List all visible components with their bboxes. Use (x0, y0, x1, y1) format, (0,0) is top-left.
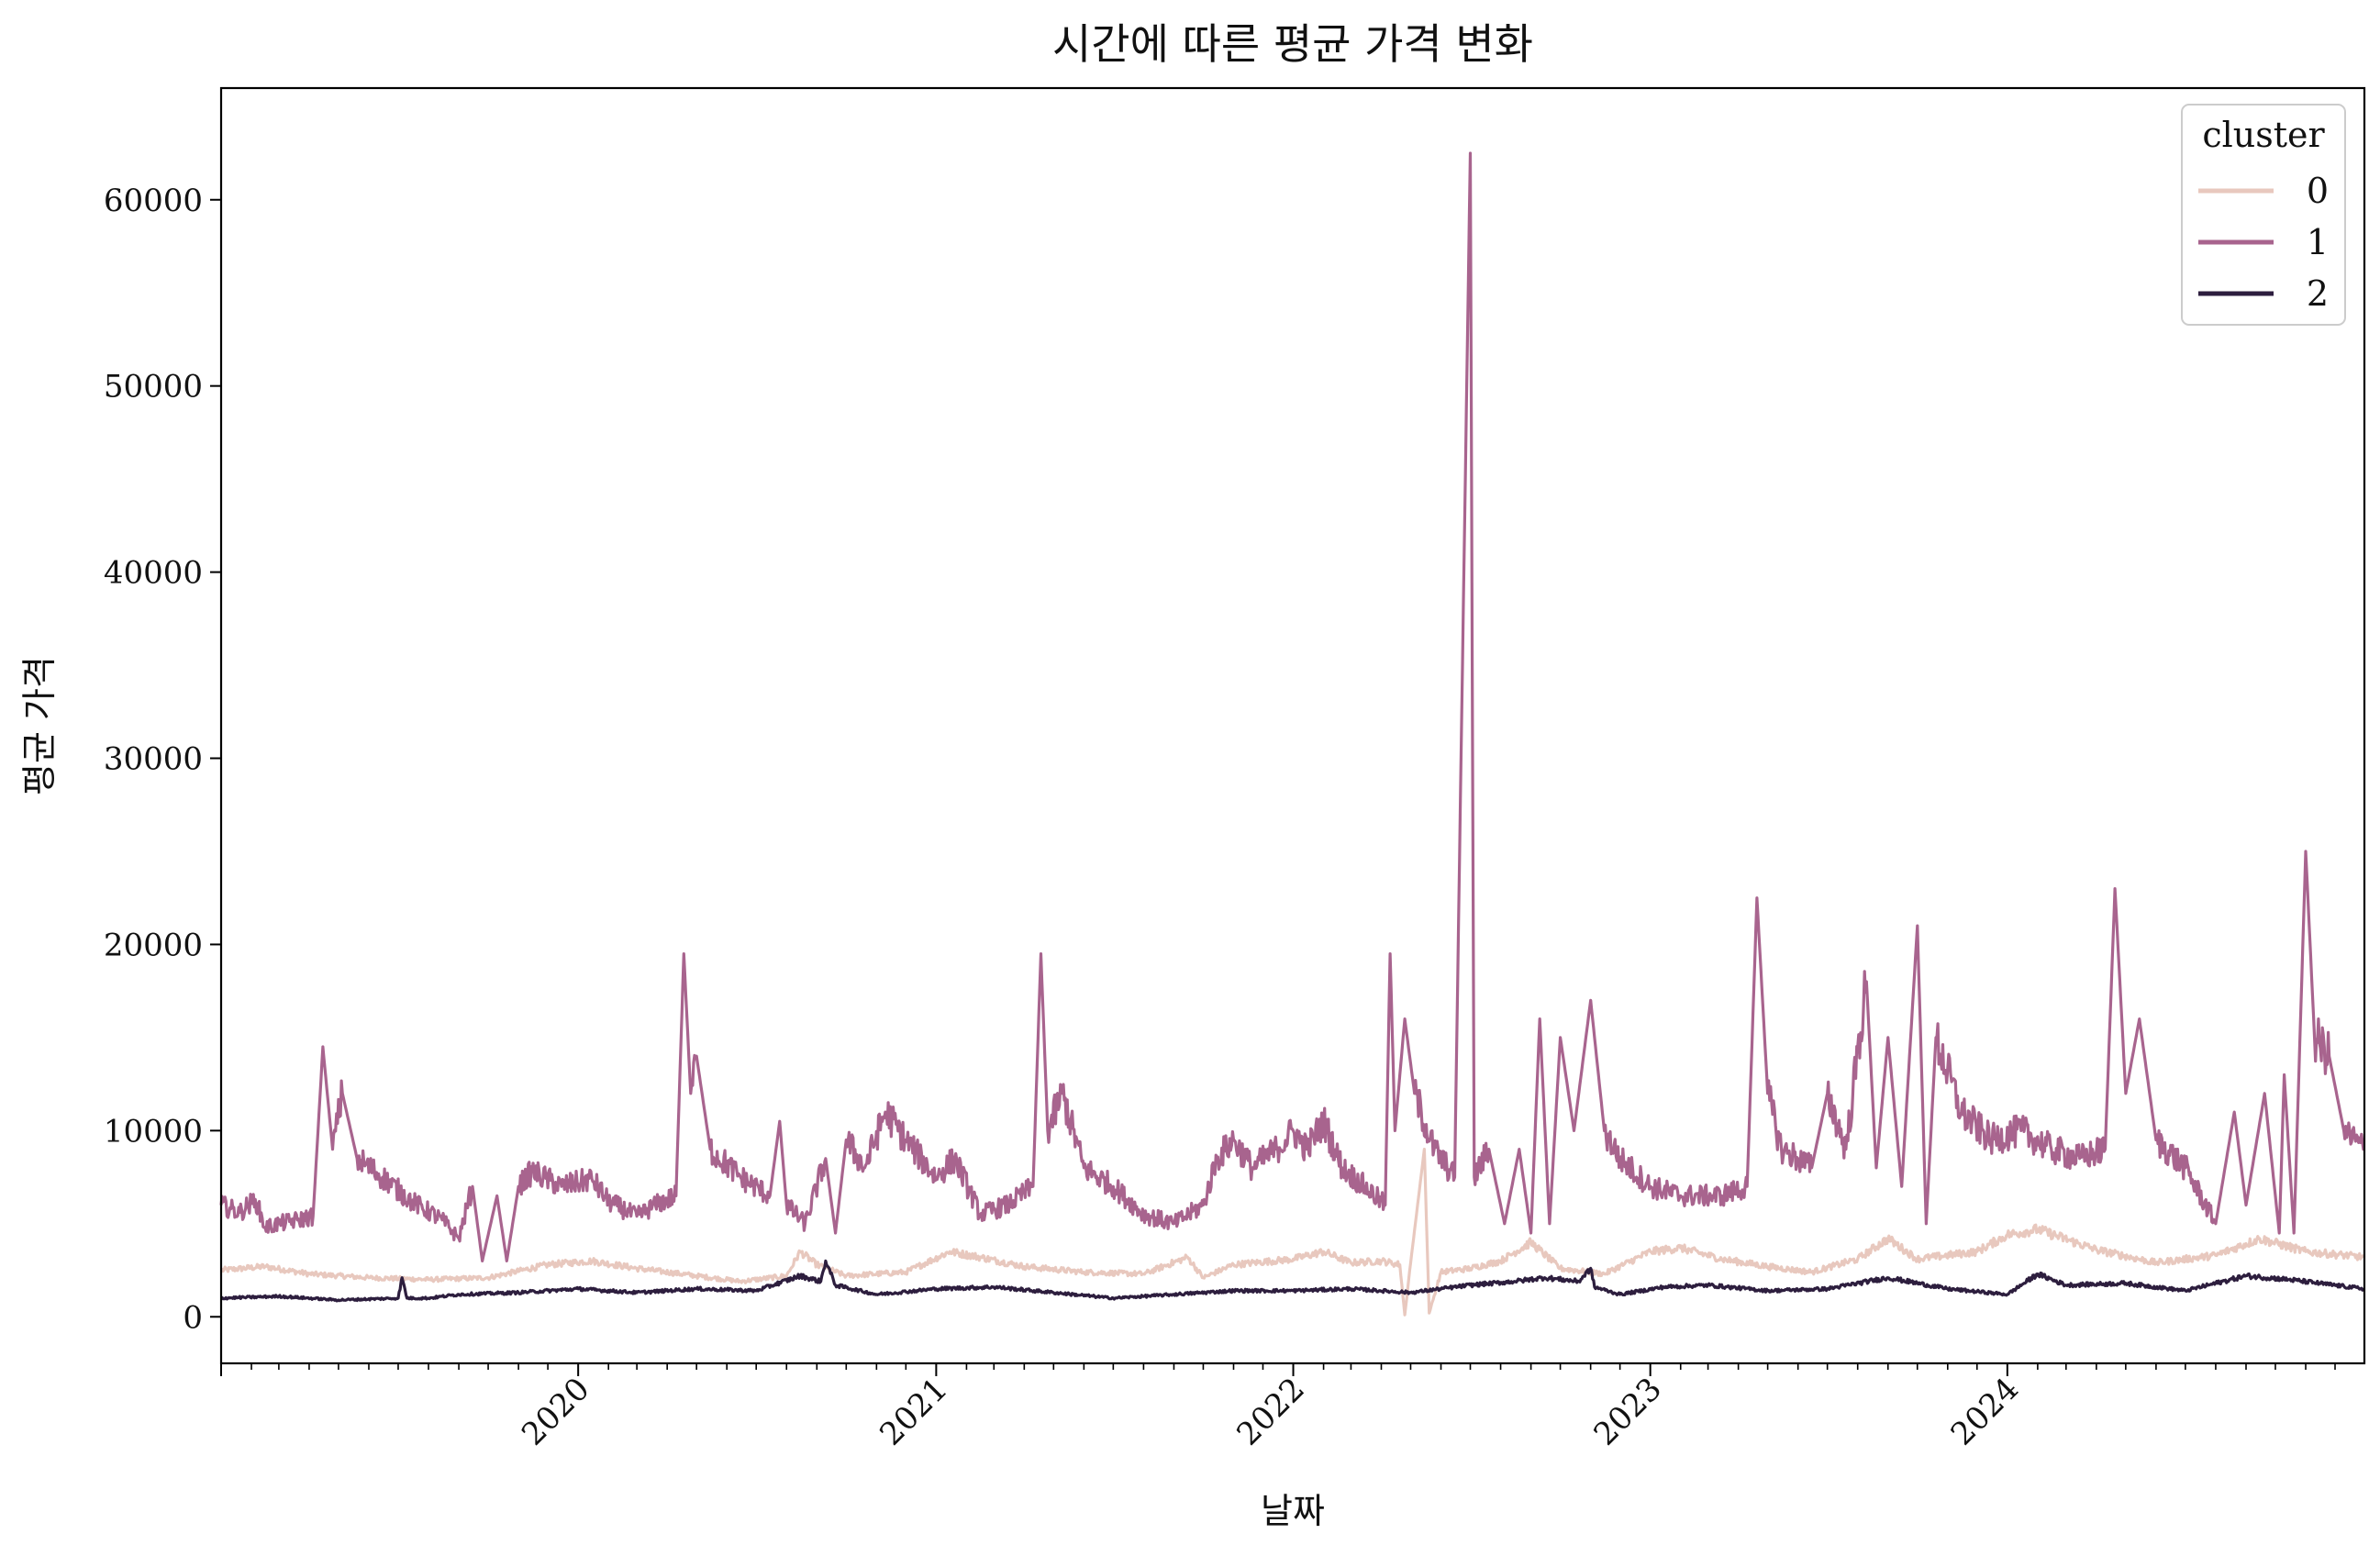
legend-label-1: 1 (2307, 222, 2329, 262)
series-line-2 (220, 1259, 2365, 1303)
legend-label-2: 2 (2307, 273, 2329, 314)
y-axis-label: 평균 가격 (19, 656, 60, 795)
plot-marks (219, 151, 2366, 1317)
series-line-1 (219, 151, 2365, 1262)
y-tick-label: 10000 (104, 1113, 203, 1150)
legend-title: cluster (2202, 115, 2325, 155)
plot-frame (219, 86, 2366, 1365)
y-tick-label: 40000 (104, 555, 203, 592)
legend-box (2181, 104, 2346, 326)
legend: cluster 0 1 2 (2181, 104, 2346, 326)
y-tick-label: 30000 (104, 741, 203, 778)
y-tick-label: 50000 (104, 369, 203, 406)
y-tick-label: 0 (183, 1299, 203, 1336)
series-line-0 (219, 1148, 2366, 1317)
chart-title: 시간에 따른 평균 가격 변화 (1052, 19, 1533, 69)
x-axis-label: 날짜 (1261, 1491, 1325, 1531)
legend-label-0: 0 (2307, 171, 2329, 211)
y-axis: 0 10000 20000 30000 40000 50000 60000 (104, 183, 221, 1336)
y-tick-label: 20000 (104, 927, 203, 963)
legend-items: 0 1 2 (2198, 171, 2329, 314)
y-tick-label: 60000 (104, 183, 203, 219)
